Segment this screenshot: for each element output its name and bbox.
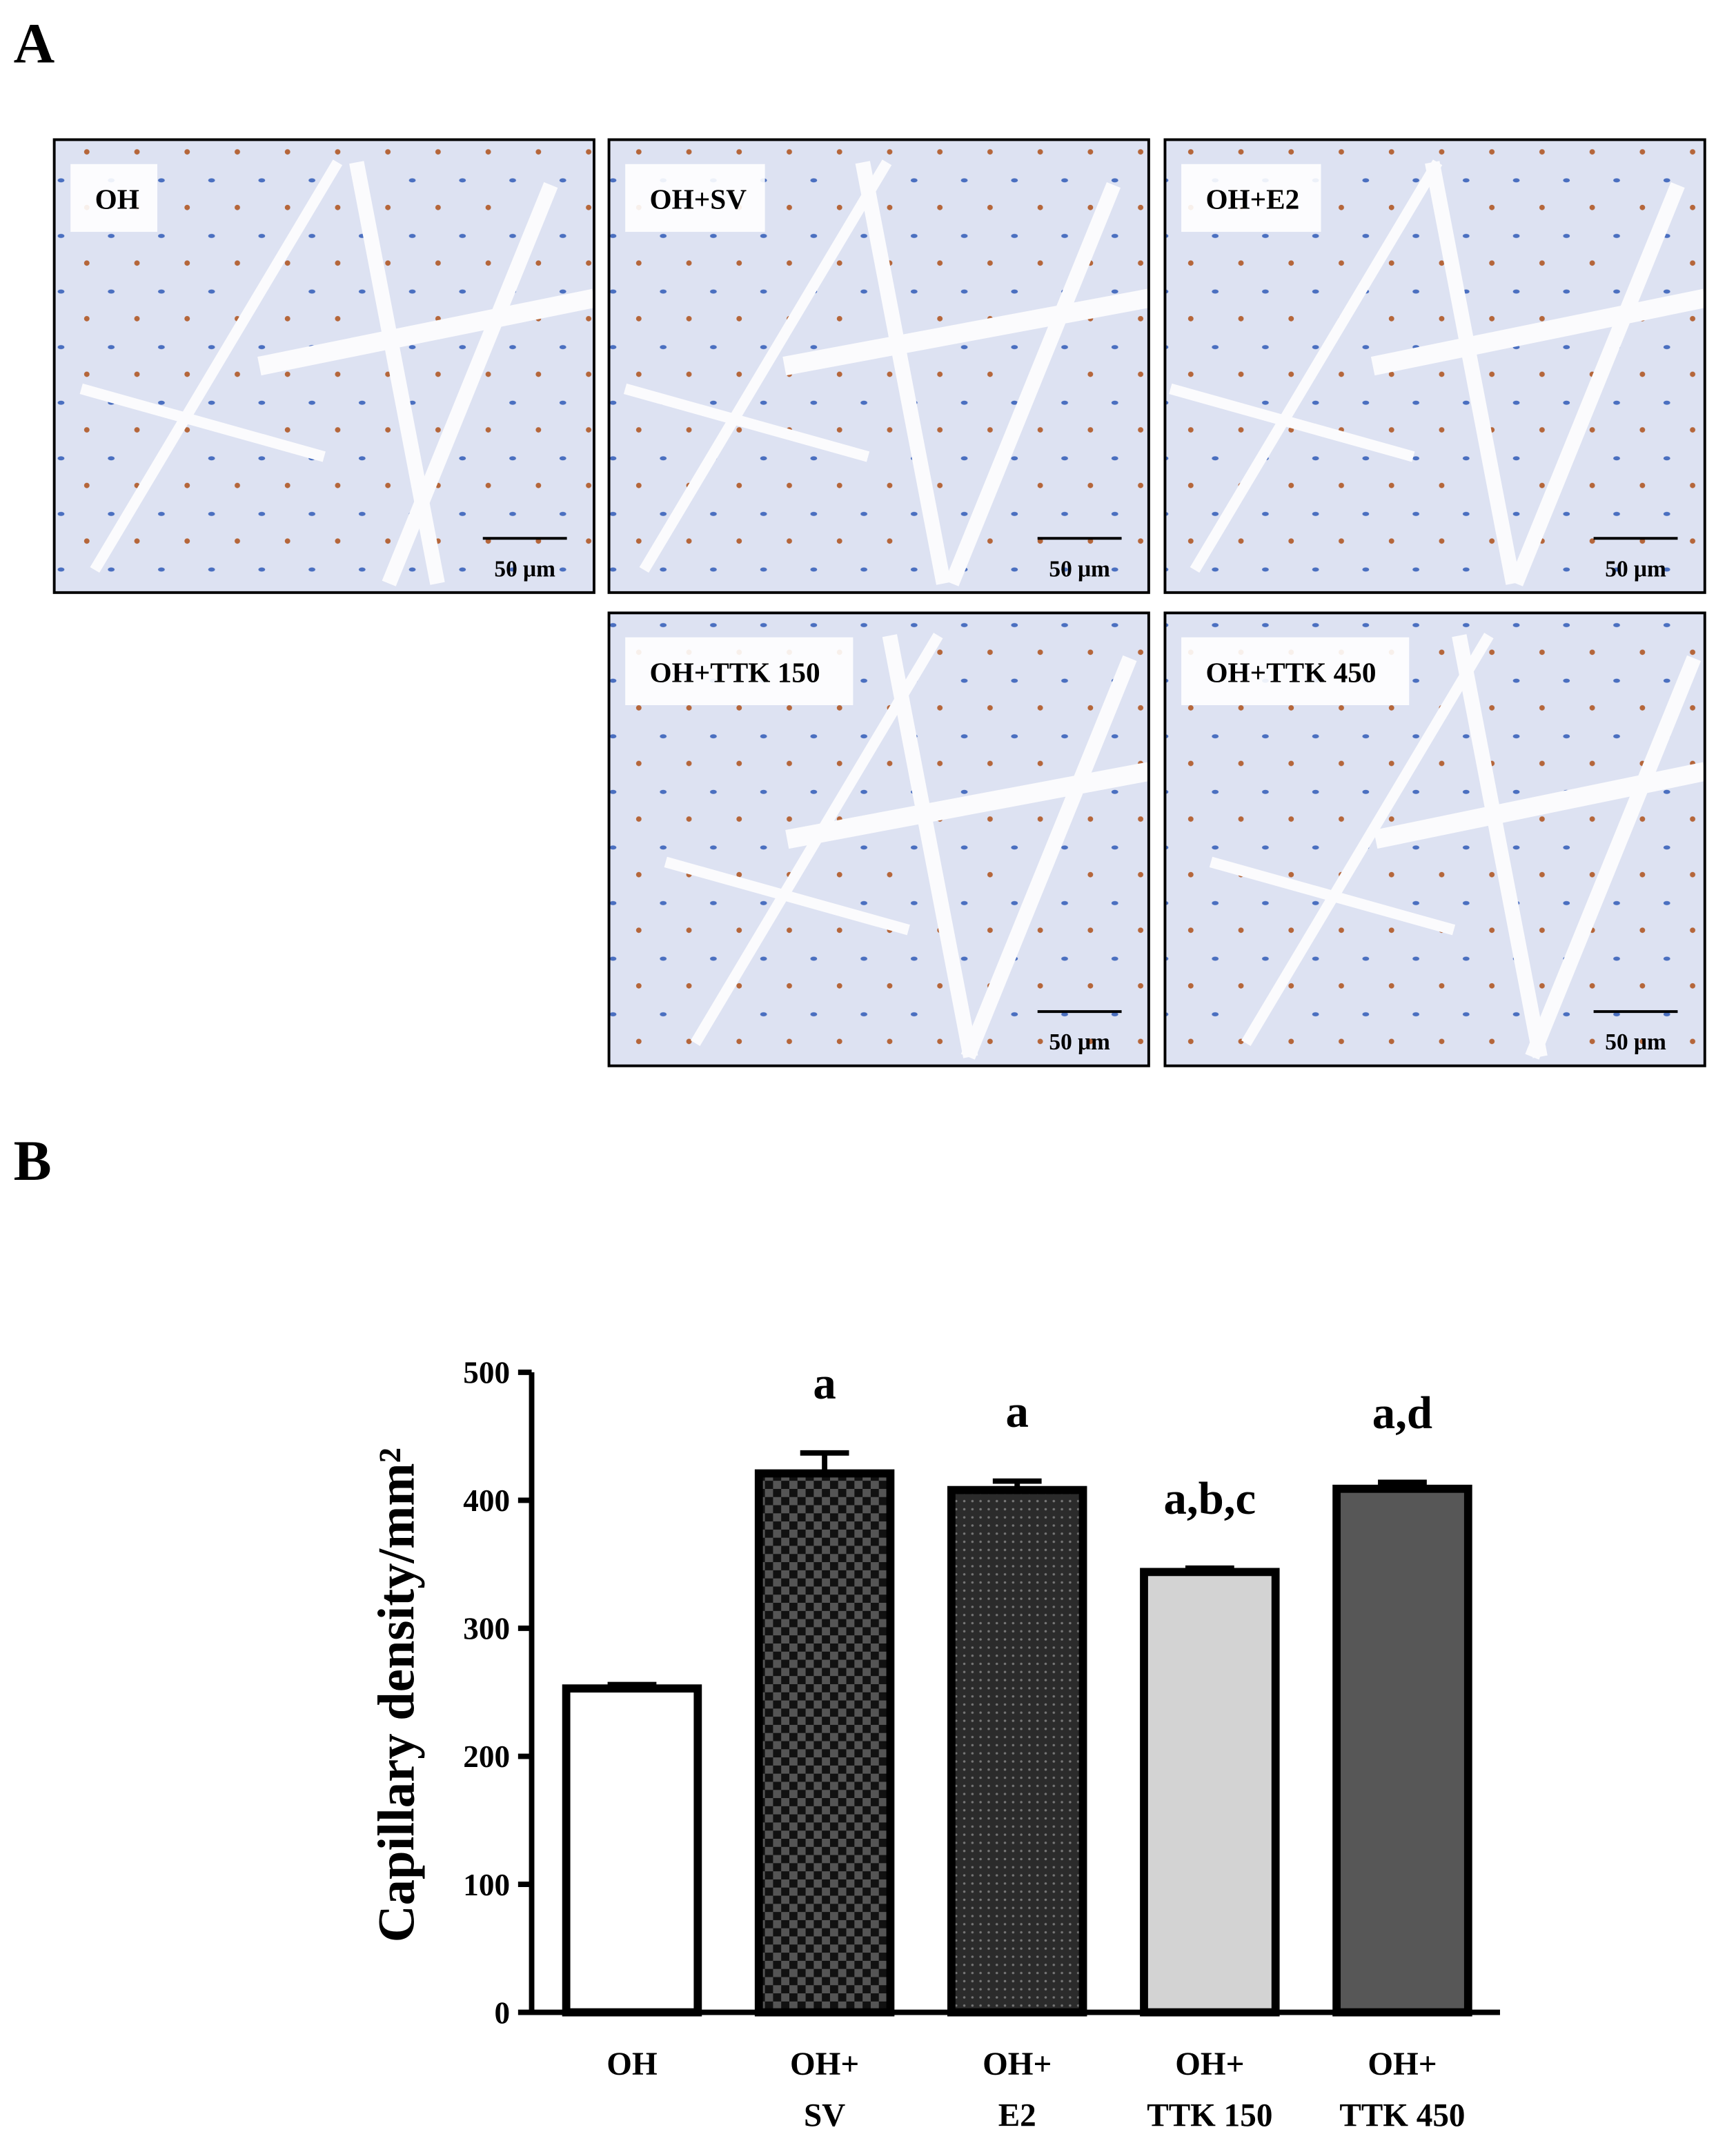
image-frame — [607, 138, 1150, 594]
scale-bar-label: 50 μm — [1605, 1029, 1666, 1055]
y-tick-label: 0 — [494, 1995, 510, 2030]
image-label: OH+SV — [650, 184, 747, 215]
label-box — [70, 164, 158, 233]
x-tick-label: OH+ — [1175, 2046, 1244, 2082]
x-tick-label: OH+ — [983, 2046, 1052, 2082]
image-frame — [52, 138, 595, 594]
bar — [1140, 1568, 1280, 2017]
tissue-gap — [257, 288, 596, 376]
scale-bar-label: 50 μm — [1049, 556, 1110, 582]
y-axis-label: Capillary density/mm² — [368, 1448, 426, 1942]
label-box — [625, 164, 765, 233]
tissue-gap — [639, 159, 892, 573]
x-tick-label: E2 — [998, 2098, 1036, 2134]
y-tick-label: 300 — [463, 1612, 510, 1646]
y-tick-label: 500 — [463, 1356, 510, 1390]
tissue-gap — [1241, 633, 1494, 1046]
tissue-gap — [785, 762, 1151, 849]
panel-label: B — [14, 1129, 52, 1192]
label-box — [625, 637, 854, 705]
x-tick-label: OH — [606, 2046, 657, 2082]
micrograph: OH+TTK 450 50 μm — [1163, 611, 1707, 1067]
error-bar — [607, 1681, 657, 1689]
tissue-gap — [664, 856, 910, 936]
bar — [947, 1485, 1087, 2017]
tissue-gap — [79, 383, 326, 462]
error-bar — [800, 1450, 849, 1474]
image-label: OH+TTK 450 — [1205, 657, 1376, 689]
bar — [1332, 1484, 1472, 2017]
x-tick-label: SV — [804, 2098, 845, 2134]
label-box — [1181, 637, 1410, 705]
x-tick-label: OH+ — [790, 2046, 859, 2082]
label-box — [1181, 164, 1321, 233]
tissue-gap — [945, 182, 1121, 586]
significance-label: a,b,c — [1164, 1473, 1256, 1524]
x-tick-label: OH+ — [1368, 2046, 1437, 2082]
scale-bar-label: 50 μm — [1049, 1029, 1110, 1055]
tissue-gap — [1452, 634, 1548, 1058]
tissue-gap — [960, 655, 1137, 1060]
significance-label: a — [1006, 1386, 1029, 1437]
micrographs: OH 50 μm OH+SV 50 μm OH+E2 50 μm OH+TTK 150 50 … — [52, 138, 1707, 1067]
tissue-gap — [623, 383, 870, 462]
panel-label: A — [14, 11, 55, 75]
bar — [562, 1684, 702, 2017]
micrograph: OH+SV 50 μm — [607, 138, 1151, 594]
y-tick-label: 100 — [463, 1868, 510, 1902]
y-tick-label: 400 — [463, 1483, 510, 1518]
error-bar — [992, 1478, 1042, 1490]
image-label: OH — [95, 184, 139, 215]
significance-label: a,d — [1372, 1388, 1432, 1439]
micrograph: OH+E2 50 μm — [1163, 138, 1707, 594]
image-label: OH+TTK 150 — [650, 657, 820, 689]
tissue-gap — [1370, 288, 1707, 376]
scale-bar-label: 50 μm — [494, 556, 555, 582]
tissue-gap — [382, 182, 558, 586]
bar-chart: 0 100 200 300 400 500 OH a OH+ SV a OH+ E2 a,b,c OH+ TT… — [368, 1356, 1500, 2134]
tissue-gap — [1508, 182, 1685, 586]
x-tick-label: TTK 450 — [1339, 2098, 1465, 2134]
tissue-gap — [1525, 655, 1702, 1060]
tissue-gap — [1169, 383, 1415, 462]
bar — [754, 1469, 895, 2017]
image-frame — [607, 611, 1150, 1067]
error-bar — [1378, 1479, 1427, 1489]
micrograph: OH 50 μm — [52, 138, 596, 594]
tissue-gap — [782, 288, 1151, 376]
tissue-gap — [1190, 159, 1443, 573]
tissue-gap — [882, 634, 978, 1058]
image-label: OH+E2 — [1205, 184, 1299, 215]
tissue-gap — [855, 161, 951, 585]
image-frame — [1163, 611, 1706, 1067]
tissue-gap — [90, 159, 343, 573]
scale-bar-label: 50 μm — [1605, 556, 1666, 582]
significance-label: a — [813, 1358, 836, 1409]
tissue-gap — [1209, 856, 1456, 936]
error-bar — [1185, 1565, 1234, 1572]
y-tick-label: 200 — [463, 1739, 510, 1774]
micrograph: OH+TTK 150 50 μm — [607, 611, 1151, 1067]
image-frame — [1163, 138, 1706, 594]
tissue-gap — [1425, 161, 1521, 585]
x-tick-label: TTK 150 — [1147, 2098, 1272, 2134]
